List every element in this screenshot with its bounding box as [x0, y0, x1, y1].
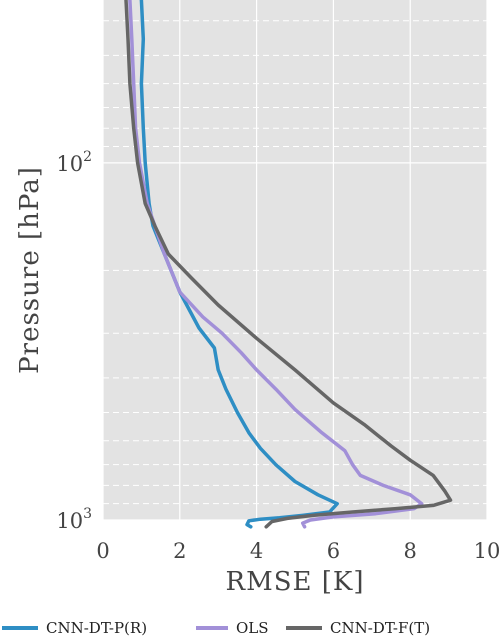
x-tick-label: 8: [404, 539, 417, 563]
legend-label: CNN-DT-F(T): [330, 619, 430, 637]
x-tick-label: 0: [96, 539, 109, 563]
y-axis-ticks: 102 103: [56, 149, 92, 533]
legend-label: CNN-DT-P(R): [46, 619, 147, 637]
legend: CNN-DT-P(R) OLS CNN-DT-F(T): [2, 619, 430, 637]
legend-label: OLS: [236, 619, 269, 637]
series-lines: [124, 0, 453, 529]
x-tick-label: 10: [474, 539, 499, 563]
x-tick-label: 4: [250, 539, 263, 563]
y-tick-label: 102: [56, 149, 92, 176]
x-axis-title: RMSE [K]: [226, 567, 365, 597]
x-tick-label: 6: [327, 539, 340, 563]
plot-background: [103, 0, 487, 520]
series-line: [128, 0, 424, 529]
series-line: [124, 0, 453, 529]
x-tick-label: 2: [173, 539, 186, 563]
y-tick-label: 103: [56, 506, 92, 533]
y-axis-title: Pressure [hPa]: [15, 166, 45, 374]
x-axis-ticks: 0 2 4 6 8 10: [96, 539, 499, 563]
